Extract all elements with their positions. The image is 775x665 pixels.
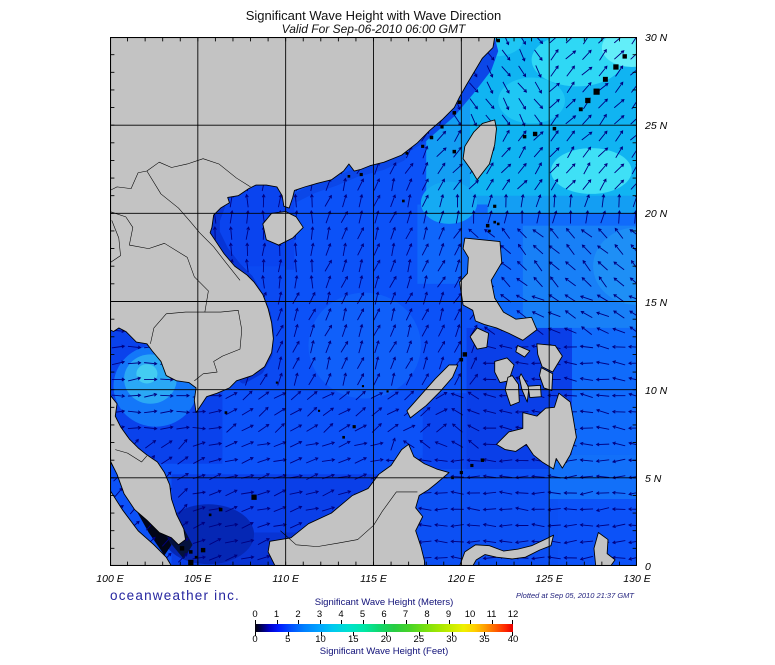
map-plot-area — [108, 35, 639, 568]
oceanweather-logo-text: oceanweather inc. — [110, 588, 240, 603]
feet-tick-mark — [386, 632, 388, 636]
land-negros — [504, 375, 520, 406]
wave-map-canvas — [108, 35, 639, 568]
feet-tick-label: 0 — [252, 634, 258, 645]
land-mindanao — [496, 392, 577, 470]
y-axis-label: 15 N — [645, 296, 668, 309]
meters-tick-mark — [276, 620, 278, 624]
land-malay-peninsula — [110, 394, 186, 546]
meters-tick-label: 6 — [381, 609, 387, 620]
land-cebu — [518, 373, 530, 403]
y-axis-label: 20 N — [645, 208, 668, 221]
meters-tick-label: 5 — [359, 609, 366, 620]
meters-tick-mark — [255, 620, 256, 624]
x-axis-label: 115 E — [360, 573, 387, 585]
meters-tick-mark — [319, 620, 321, 624]
plotted-timestamp: Plotted at Sep 05, 2010 21:37 GMT — [516, 591, 634, 600]
feet-tick-mark — [320, 632, 322, 636]
x-axis-label: 130 E — [623, 573, 651, 585]
y-axis-label: 30 N — [645, 32, 668, 44]
feet-tick-label: 5 — [285, 634, 291, 645]
meters-tick-mark — [341, 620, 342, 624]
land-masbate — [515, 345, 531, 358]
feet-tick-label: 40 — [507, 634, 519, 645]
feet-tick-label: 20 — [380, 634, 392, 645]
x-axis-label: 125 E — [535, 573, 563, 585]
meters-tick-mark — [427, 620, 428, 624]
feet-tick-mark — [287, 632, 289, 636]
valid-time-subtitle: Valid For Sep-06-2010 06:00 GMT — [281, 22, 466, 36]
meters-tick-label: 12 — [507, 609, 519, 620]
y-axis-label: 10 N — [645, 384, 668, 397]
legend-meters-title: Significant Wave Height (Meters) — [314, 597, 454, 608]
meters-tick-mark — [405, 620, 407, 624]
meters-tick-label: 0 — [252, 609, 258, 620]
land-palawan — [406, 364, 459, 419]
land-halmahera — [593, 532, 616, 566]
meters-tick-label: 10 — [464, 609, 476, 620]
meters-tick-mark — [298, 620, 299, 624]
y-axis-label: 5 N — [645, 472, 662, 485]
y-axis-label: 25 N — [645, 120, 668, 133]
page-title: Significant Wave Height with Wave Direct… — [245, 8, 502, 23]
y-axis-label: 0 — [645, 561, 651, 573]
land-borneo — [267, 443, 450, 566]
feet-tick-mark — [451, 632, 453, 636]
meters-tick-mark — [491, 620, 493, 624]
land-mindoro — [469, 327, 490, 350]
feet-tick-label: 10 — [315, 634, 326, 645]
meters-tick-label: 1 — [273, 609, 280, 620]
meters-tick-label: 9 — [445, 609, 452, 620]
meters-tick-label: 8 — [424, 609, 430, 620]
feet-tick-mark — [353, 632, 355, 636]
land-taiwan — [462, 119, 497, 181]
legend-colorbar — [255, 624, 513, 632]
land-bohol — [527, 384, 542, 399]
x-axis-label: 100 E — [96, 573, 124, 585]
feet-tick-label: 30 — [446, 634, 457, 645]
meters-tick-mark — [512, 620, 514, 624]
land-sumatra — [110, 489, 172, 566]
feet-tick-mark — [484, 632, 486, 636]
meters-tick-label: 3 — [316, 609, 323, 620]
meters-tick-label: 7 — [402, 609, 409, 620]
feet-tick-label: 25 — [413, 634, 425, 645]
feet-tick-mark — [255, 632, 256, 636]
land-hainan — [262, 211, 304, 246]
meters-tick-mark — [384, 620, 385, 624]
meters-tick-mark — [448, 620, 450, 624]
land-luzon — [459, 237, 538, 341]
x-axis-label: 105 E — [184, 573, 212, 585]
feet-tick-label: 35 — [479, 634, 490, 645]
meters-tick-label: 11 — [486, 609, 497, 620]
land-sulawesi-north-arm — [459, 534, 554, 566]
meters-tick-mark — [362, 620, 364, 624]
meters-tick-label: 2 — [295, 609, 301, 620]
feet-tick-label: 15 — [348, 634, 359, 645]
x-axis-label: 110 E — [272, 573, 299, 585]
meters-tick-mark — [470, 620, 471, 624]
land-asia-mainland — [110, 37, 496, 414]
meters-tick-label: 4 — [338, 609, 344, 620]
x-axis-label: 120 E — [447, 573, 476, 585]
feet-tick-mark — [418, 632, 420, 636]
feet-tick-mark — [512, 632, 514, 636]
legend-feet-title: Significant Wave Height (Feet) — [319, 646, 449, 657]
